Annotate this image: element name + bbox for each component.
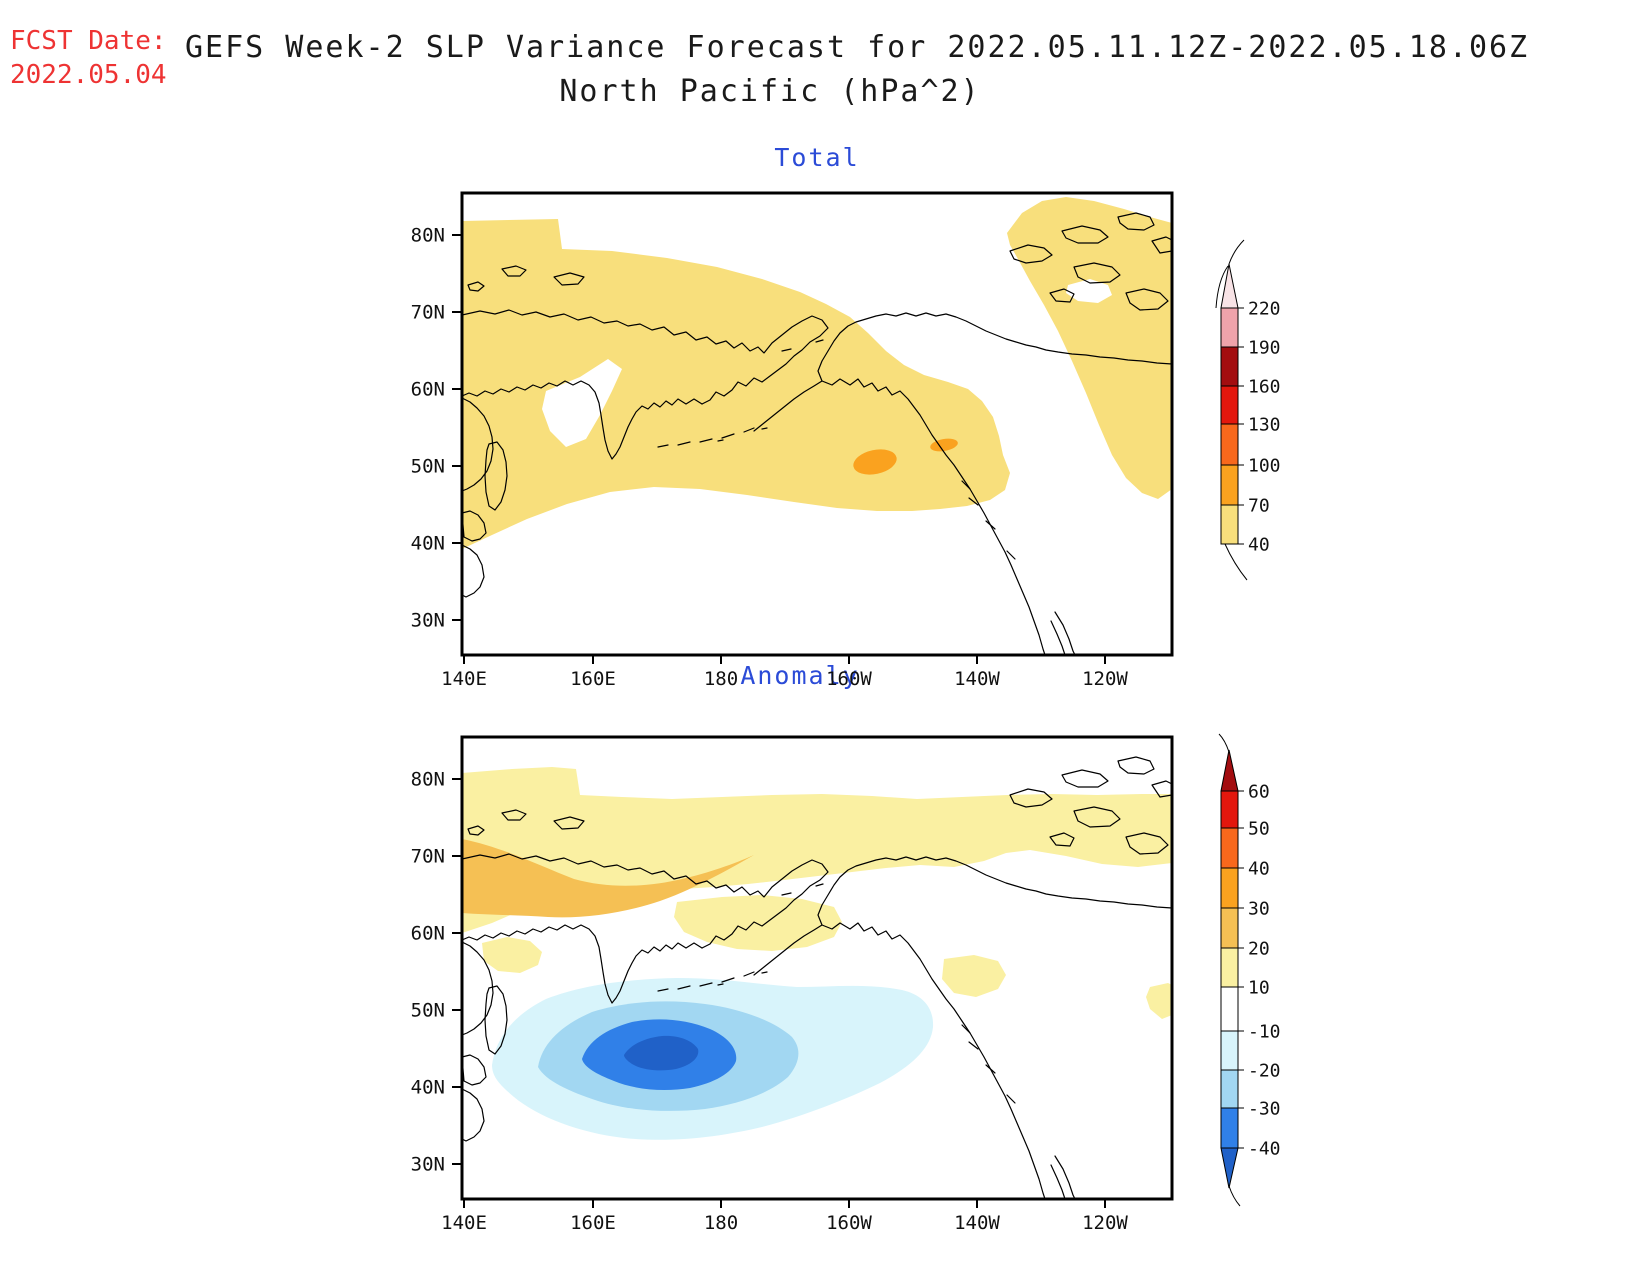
colorbar-tick-label: -30 — [1248, 1098, 1281, 1119]
x-tick-label: 160W — [826, 1212, 872, 1234]
colorbar-tick-label: 190 — [1248, 337, 1281, 358]
x-tick-label: 140E — [441, 668, 487, 690]
colorbar-flourish — [1218, 733, 1230, 753]
x-tick-label: 140W — [954, 1212, 1000, 1234]
colorbar-flourish — [1215, 265, 1229, 309]
axis-labels: 80N 70N 60N 50N 40N 30N 140E 160E 180 160W 140W 120… — [411, 769, 1129, 1234]
y-tick-label: 40N — [411, 1077, 445, 1099]
y-tick-label: 60N — [411, 923, 445, 945]
colorbar-tick-label: -20 — [1248, 1060, 1281, 1081]
y-tick-label: 30N — [411, 610, 445, 632]
axis-ticks — [452, 234, 1106, 664]
y-tick-label: 30N — [411, 1154, 445, 1176]
colorbar-total — [1220, 263, 1244, 545]
y-tick-label: 60N — [411, 379, 445, 401]
fcst-date-label: FCST Date: — [10, 26, 167, 56]
panel-title-total: Total — [774, 143, 860, 172]
y-tick-label: 50N — [411, 456, 445, 478]
colorbar-anomaly — [1220, 749, 1244, 1189]
page-subtitle: North Pacific (hPa^2) — [559, 74, 981, 109]
map-border — [460, 191, 1174, 657]
fcst-date-value: 2022.05.04 — [10, 60, 167, 90]
map-fill-layer — [462, 737, 1172, 1199]
colorbar-flourish — [1228, 1185, 1241, 1207]
page-title: GEFS Week-2 SLP Variance Forecast for 20… — [185, 30, 1530, 65]
colorbar-legends: 220 190 160 130 100 70 40 60 50 40 30 20 10 -10 -20 -30… — [1215, 239, 1281, 1207]
map-border — [460, 735, 1174, 1201]
y-tick-label: 40N — [411, 533, 445, 555]
x-tick-label: 180 — [704, 668, 738, 690]
coastline-layer — [462, 756, 1172, 1199]
x-tick-label: 160E — [570, 1212, 616, 1234]
x-tick-label: 120W — [1082, 1212, 1128, 1234]
axis-ticks — [452, 778, 1106, 1208]
axis-labels: 80N 70N 60N 50N 40N 30N 140E 160E 180 160W 140W 120… — [411, 225, 1129, 690]
coastline-layer — [462, 212, 1172, 655]
colorbar-tick-label: 160 — [1248, 376, 1281, 397]
colorbar-tick-label: 20 — [1248, 938, 1270, 959]
x-tick-label: 140W — [954, 668, 1000, 690]
y-tick-label: 80N — [411, 225, 445, 247]
y-tick-label: 80N — [411, 769, 445, 791]
colorbar-tick-label: 40 — [1248, 858, 1270, 879]
colorbar-tick-label: 70 — [1248, 495, 1270, 516]
colorbar-tick-label: -40 — [1248, 1138, 1281, 1159]
colorbar-tick-label: 30 — [1248, 898, 1270, 919]
x-tick-label: 160E — [570, 668, 616, 690]
colorbar-flourish — [1224, 543, 1248, 581]
y-tick-label: 70N — [411, 846, 445, 868]
y-tick-label: 50N — [411, 1000, 445, 1022]
colorbar-tick-label: 60 — [1248, 781, 1270, 802]
colorbar-flourish — [1228, 239, 1245, 265]
x-tick-label: 140E — [441, 1212, 487, 1234]
x-tick-label: 120W — [1082, 668, 1128, 690]
x-tick-label: 180 — [704, 1212, 738, 1234]
map-total: 80N 70N 60N 50N 40N 30N 140E 160E 180 160W 140W 120… — [411, 191, 1174, 690]
panel-title-anomaly: Anomaly — [740, 661, 860, 690]
colorbar-tick-label: 130 — [1248, 414, 1281, 435]
map-anomaly: 80N 70N 60N 50N 40N 30N 140E 160E 180 160W 140W 120… — [411, 735, 1174, 1234]
colorbar-tick-label: 10 — [1248, 977, 1270, 998]
colorbar-tick-label: 100 — [1248, 455, 1281, 476]
colorbar-tick-label: 50 — [1248, 818, 1270, 839]
y-tick-label: 70N — [411, 302, 445, 324]
colorbar-tick-label: 220 — [1248, 298, 1281, 319]
colorbar-tick-label: 40 — [1248, 534, 1270, 555]
map-fill-layer — [462, 193, 1172, 655]
colorbar-tick-label: -10 — [1248, 1021, 1281, 1042]
x-tick-label: 160W — [826, 668, 872, 690]
